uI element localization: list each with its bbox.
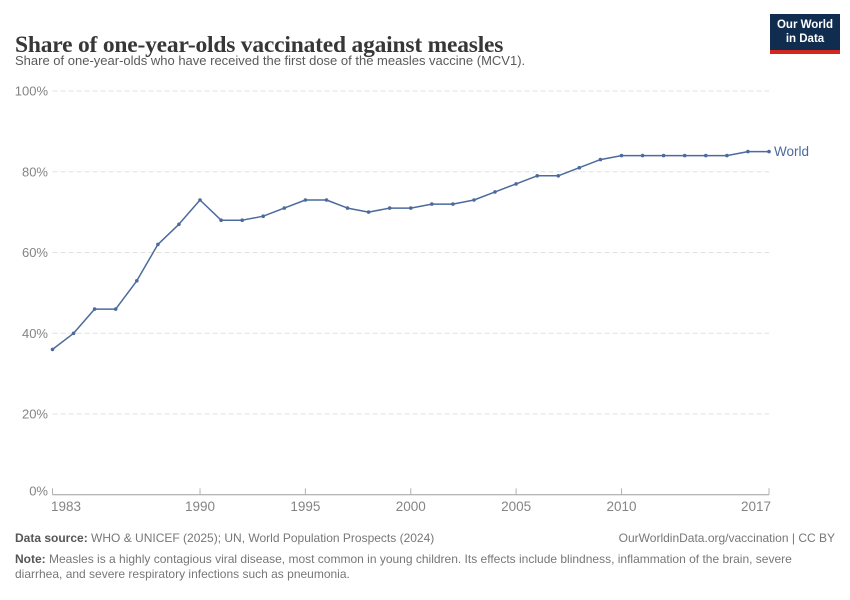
world-series-line[interactable]: [51, 150, 770, 351]
owid-logo-text: Our World in Data: [770, 14, 840, 50]
owid-logo-line2: in Data: [785, 33, 825, 45]
world-series-point[interactable]: [156, 242, 160, 247]
y-axis-tick-label: 20%: [22, 407, 48, 422]
x-axis-tick-label: 2010: [606, 499, 636, 514]
world-series-point[interactable]: [50, 347, 55, 352]
world-series-point[interactable]: [514, 182, 518, 186]
world-series-point[interactable]: [746, 149, 750, 154]
data-source-line: Data source: WHO & UNICEF (2025); UN, Wo…: [15, 531, 434, 545]
footer-source-row: Data source: WHO & UNICEF (2025); UN, Wo…: [15, 531, 835, 545]
world-series-point[interactable]: [556, 174, 561, 178]
world-series-point[interactable]: [682, 153, 687, 158]
world-series-point[interactable]: [177, 222, 181, 227]
owid-logo-line1: Our World: [776, 18, 833, 31]
world-series-point[interactable]: [640, 153, 645, 158]
footer-note: Note: Measles is a highly contagious vir…: [15, 552, 833, 583]
x-axis-tick-label: 1995: [290, 499, 320, 514]
world-series-point[interactable]: [725, 153, 729, 158]
world-series-point[interactable]: [135, 279, 139, 283]
world-series-point[interactable]: [704, 153, 708, 158]
world-series-point[interactable]: [493, 190, 497, 194]
world-series-point[interactable]: [535, 174, 539, 178]
owid-logo[interactable]: Our World in Data: [770, 14, 840, 54]
world-series-point[interactable]: [240, 218, 244, 222]
chart-subtitle: Share of one-year-olds who have received…: [15, 53, 526, 68]
y-axis-tick-label: 100%: [15, 84, 49, 99]
world-series-point[interactable]: [219, 218, 223, 222]
world-series-point[interactable]: [92, 307, 97, 311]
world-series-point[interactable]: [261, 214, 266, 218]
x-axis-tick-label: 2005: [501, 499, 531, 514]
x-axis-tick-label: 1990: [185, 499, 215, 514]
note-label: Note:: [15, 552, 46, 566]
world-series-point[interactable]: [577, 165, 582, 170]
world-series-point[interactable]: [451, 202, 455, 206]
world-series-point[interactable]: [598, 157, 603, 162]
x-axis-tick-label: 1983: [51, 499, 81, 514]
world-series-point[interactable]: [472, 198, 476, 202]
world-series-point[interactable]: [409, 206, 413, 210]
attribution-link[interactable]: OurWorldinData.org/vaccination | CC BY: [618, 531, 835, 545]
y-axis-tick-label: 60%: [22, 245, 48, 260]
data-source-label: Data source:: [15, 531, 88, 545]
world-series-point[interactable]: [387, 206, 392, 210]
world-series-point[interactable]: [366, 210, 371, 214]
world-series-point[interactable]: [767, 149, 771, 154]
page-title: Share of one-year-olds vaccinated agains…: [15, 31, 504, 58]
world-series-point[interactable]: [619, 153, 624, 158]
y-axis-tick-label: 80%: [22, 164, 48, 179]
world-series-point[interactable]: [345, 206, 350, 210]
x-axis-tick-label: 2017: [741, 499, 771, 514]
world-series-point[interactable]: [282, 206, 287, 210]
world-series-point[interactable]: [324, 198, 329, 202]
owid-logo-accent-bar: [770, 50, 840, 54]
y-axis-tick-label: 40%: [22, 326, 48, 341]
world-series-point[interactable]: [303, 198, 308, 202]
world-series-point[interactable]: [71, 331, 76, 336]
world-series-point[interactable]: [113, 307, 118, 311]
world-series-point[interactable]: [430, 202, 434, 206]
data-source-text: WHO & UNICEF (2025); UN, World Populatio…: [87, 531, 435, 545]
y-axis-tick-label: 0%: [29, 484, 48, 499]
series-end-label[interactable]: World: [774, 144, 809, 159]
note-text: Measles is a highly contagious viral dis…: [15, 552, 792, 582]
x-axis-tick-label: 2000: [396, 499, 426, 514]
world-series-point[interactable]: [198, 198, 202, 202]
world-series-point[interactable]: [661, 153, 666, 158]
